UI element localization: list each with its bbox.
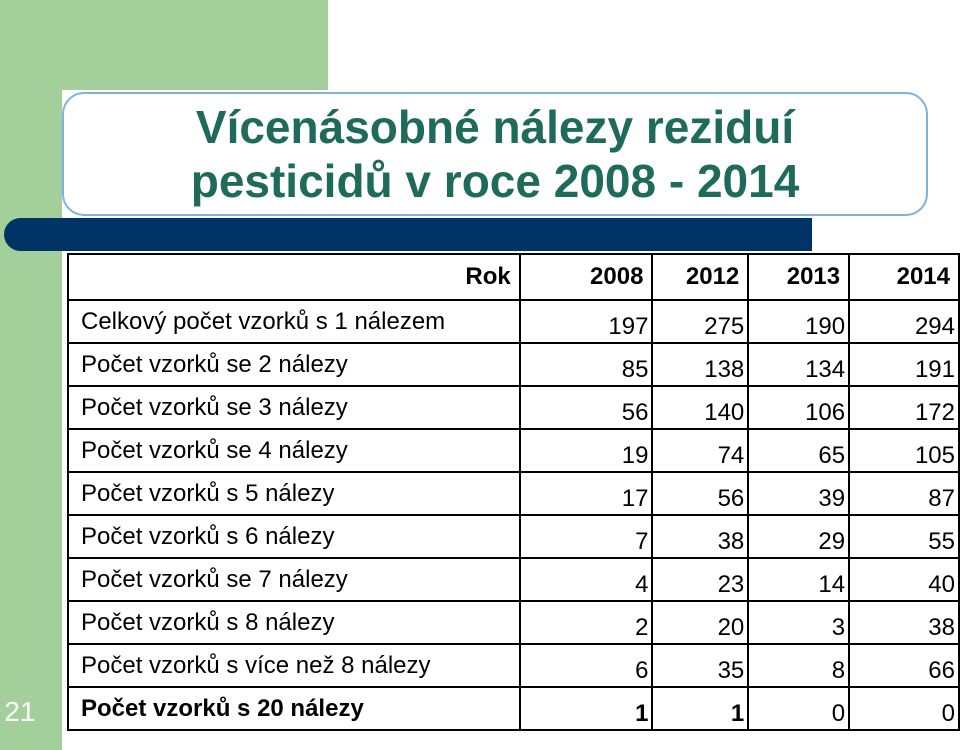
row-value: 38 xyxy=(848,600,960,645)
row-value: 140 xyxy=(651,385,750,430)
row-value: 14 xyxy=(747,557,851,602)
row-value: 17 xyxy=(518,471,654,516)
row-value: 0 xyxy=(848,686,960,731)
row-value: 55 xyxy=(848,514,960,559)
slide-number: 21 xyxy=(4,696,36,727)
row-value: 172 xyxy=(848,385,960,430)
row-value: 23 xyxy=(651,557,750,602)
row-value: 191 xyxy=(848,342,960,387)
table-header-row: Rok 2008 2012 2013 2014 xyxy=(67,253,960,301)
header-year: 2012 xyxy=(651,253,750,301)
slide-title-line-1: Vícenásobné nálezy reziduí xyxy=(195,101,795,153)
row-value: 66 xyxy=(848,643,960,688)
row-label: Počet vzorků se 4 nálezy xyxy=(67,428,521,473)
row-value: 74 xyxy=(651,428,750,473)
row-value: 3 xyxy=(747,600,851,645)
row-value: 275 xyxy=(651,299,750,344)
row-value-highlight: 1 xyxy=(651,686,750,731)
row-value-highlight: 1 xyxy=(518,686,654,731)
green-sidebar xyxy=(0,0,62,750)
row-label: Počet vzorků se 7 nálezy xyxy=(67,557,521,602)
header-year: 2008 xyxy=(518,253,654,301)
table-row: Počet vzorků se 2 nálezy 85 138 134 191 xyxy=(67,342,960,387)
row-label: Počet vzorků s 8 nálezy xyxy=(67,600,521,645)
row-value: 85 xyxy=(518,342,654,387)
row-value: 105 xyxy=(848,428,960,473)
table-row: Počet vzorků s více než 8 nálezy 6 35 8 … xyxy=(67,643,960,688)
table-row: Počet vzorků se 4 nálezy 19 74 65 105 xyxy=(67,428,960,473)
row-value: 0 xyxy=(747,686,851,731)
row-value: 6 xyxy=(518,643,654,688)
title-box: Vícenásobné nálezy reziduí pesticidů v r… xyxy=(62,92,928,216)
row-value: 138 xyxy=(651,342,750,387)
row-label: Počet vzorků se 3 nálezy xyxy=(67,385,521,430)
table-row: Počet vzorků s 6 nálezy 7 38 29 55 xyxy=(67,514,960,559)
row-value: 190 xyxy=(747,299,851,344)
results-table: Rok 2008 2012 2013 2014 Celkový počet vz… xyxy=(67,253,960,731)
row-value: 106 xyxy=(747,385,851,430)
row-label: Celkový počet vzorků s 1 nálezem xyxy=(67,299,521,344)
row-value: 20 xyxy=(651,600,750,645)
row-label: Počet vzorků se 2 nálezy xyxy=(67,342,521,387)
row-label: Počet vzorků s více než 8 nálezy xyxy=(67,643,521,688)
table-row: Počet vzorků se 3 nálezy 56 140 106 172 xyxy=(67,385,960,430)
row-value: 197 xyxy=(518,299,654,344)
row-value: 7 xyxy=(518,514,654,559)
row-label: Počet vzorků s 6 nálezy xyxy=(67,514,521,559)
table-row: Počet vzorků se 7 nálezy 4 23 14 40 xyxy=(67,557,960,602)
row-value: 294 xyxy=(848,299,960,344)
row-value: 38 xyxy=(651,514,750,559)
row-value: 134 xyxy=(747,342,851,387)
table-row-highlight: Počet vzorků s 20 nálezy 1 1 0 0 xyxy=(67,686,960,731)
slide-title-line-2: pesticidů v roce 2008 - 2014 xyxy=(190,155,800,207)
row-value: 19 xyxy=(518,428,654,473)
row-value: 4 xyxy=(518,557,654,602)
table-row: Celkový počet vzorků s 1 nálezem 197 275… xyxy=(67,299,960,344)
row-value: 65 xyxy=(747,428,851,473)
table-row: Počet vzorků s 5 nálezy 17 56 39 87 xyxy=(67,471,960,516)
header-year: 2014 xyxy=(848,253,960,301)
row-value: 29 xyxy=(747,514,851,559)
row-label-highlight: Počet vzorků s 20 nálezy xyxy=(67,686,521,731)
row-value: 39 xyxy=(747,471,851,516)
header-year: 2013 xyxy=(747,253,851,301)
row-value: 56 xyxy=(651,471,750,516)
row-value: 35 xyxy=(651,643,750,688)
row-value: 2 xyxy=(518,600,654,645)
row-value: 8 xyxy=(747,643,851,688)
row-label: Počet vzorků s 5 nálezy xyxy=(67,471,521,516)
row-value: 56 xyxy=(518,385,654,430)
header-year-label: Rok xyxy=(67,253,521,301)
row-value: 40 xyxy=(848,557,960,602)
row-value: 87 xyxy=(848,471,960,516)
table-row: Počet vzorků s 8 nálezy 2 20 3 38 xyxy=(67,600,960,645)
blue-accent-bar xyxy=(4,218,812,251)
